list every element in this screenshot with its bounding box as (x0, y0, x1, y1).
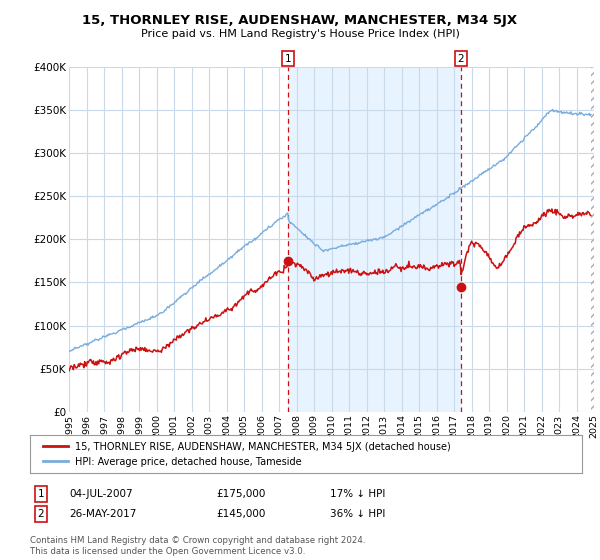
Bar (288, 67, 461, 412)
Text: 1: 1 (37, 489, 44, 499)
Text: Price paid vs. HM Land Registry's House Price Index (HPI): Price paid vs. HM Land Registry's House … (140, 29, 460, 39)
Text: 36% ↓ HPI: 36% ↓ HPI (330, 509, 385, 519)
Text: 15, THORNLEY RISE, AUDENSHAW, MANCHESTER, M34 5JX: 15, THORNLEY RISE, AUDENSHAW, MANCHESTER… (82, 14, 518, 27)
Text: £145,000: £145,000 (216, 509, 265, 519)
Text: Contains HM Land Registry data © Crown copyright and database right 2024.
This d: Contains HM Land Registry data © Crown c… (30, 536, 365, 556)
Text: £175,000: £175,000 (216, 489, 265, 499)
Text: 04-JUL-2007: 04-JUL-2007 (69, 489, 133, 499)
Text: 2: 2 (37, 509, 44, 519)
Text: 2: 2 (457, 54, 464, 64)
Bar (591, 67, 594, 412)
Legend: 15, THORNLEY RISE, AUDENSHAW, MANCHESTER, M34 5JX (detached house), HPI: Average: 15, THORNLEY RISE, AUDENSHAW, MANCHESTER… (40, 439, 454, 469)
Text: 1: 1 (284, 54, 291, 64)
Text: 26-MAY-2017: 26-MAY-2017 (69, 509, 136, 519)
Text: 17% ↓ HPI: 17% ↓ HPI (330, 489, 385, 499)
